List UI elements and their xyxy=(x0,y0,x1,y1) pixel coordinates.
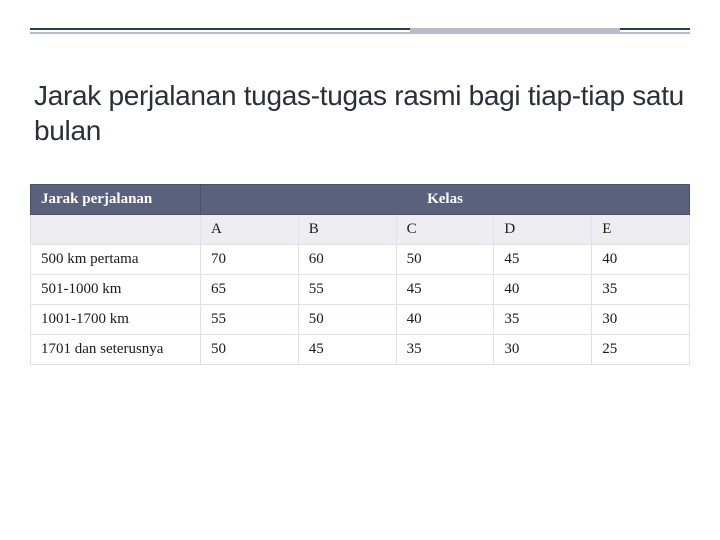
cell: 30 xyxy=(592,305,690,335)
cell: 50 xyxy=(396,245,494,275)
top-divider xyxy=(30,28,690,34)
cell: 40 xyxy=(592,245,690,275)
cell: 45 xyxy=(494,245,592,275)
cell: 65 xyxy=(201,275,299,305)
cell: 35 xyxy=(494,305,592,335)
slide-title: Jarak perjalanan tugas-tugas rasmi bagi … xyxy=(34,78,686,148)
row-label: 1701 dan seterusnya xyxy=(31,335,201,365)
col-header: B xyxy=(298,215,396,245)
cell: 35 xyxy=(592,275,690,305)
header-group-label: Kelas xyxy=(201,185,690,215)
cell: 30 xyxy=(494,335,592,365)
rates-table: Jarak perjalanan Kelas A B C D E 500 km … xyxy=(30,184,690,365)
col-header: C xyxy=(396,215,494,245)
cell: 45 xyxy=(396,275,494,305)
cell: 40 xyxy=(396,305,494,335)
cell: 45 xyxy=(298,335,396,365)
cell: 55 xyxy=(298,275,396,305)
row-label: 1001-1700 km xyxy=(31,305,201,335)
cell: 60 xyxy=(298,245,396,275)
cell: 35 xyxy=(396,335,494,365)
table-row: 501-1000 km 65 55 45 40 35 xyxy=(31,275,690,305)
cell: 55 xyxy=(201,305,299,335)
row-label: 501-1000 km xyxy=(31,275,201,305)
col-header: E xyxy=(592,215,690,245)
cell: 50 xyxy=(201,335,299,365)
cell: 40 xyxy=(494,275,592,305)
table-subheader-row: A B C D E xyxy=(31,215,690,245)
table-row: 1701 dan seterusnya 50 45 35 30 25 xyxy=(31,335,690,365)
col-header: D xyxy=(494,215,592,245)
table-row: 1001-1700 km 55 50 40 35 30 xyxy=(31,305,690,335)
header-row-label: Jarak perjalanan xyxy=(31,185,201,215)
table-header-row: Jarak perjalanan Kelas xyxy=(31,185,690,215)
row-label: 500 km pertama xyxy=(31,245,201,275)
table-row: 500 km pertama 70 60 50 45 40 xyxy=(31,245,690,275)
col-header: A xyxy=(201,215,299,245)
cell: 50 xyxy=(298,305,396,335)
top-divider-accent xyxy=(410,28,620,42)
rates-table-container: Jarak perjalanan Kelas A B C D E 500 km … xyxy=(30,184,690,365)
cell: 70 xyxy=(201,245,299,275)
subheader-spacer xyxy=(31,215,201,245)
cell: 25 xyxy=(592,335,690,365)
